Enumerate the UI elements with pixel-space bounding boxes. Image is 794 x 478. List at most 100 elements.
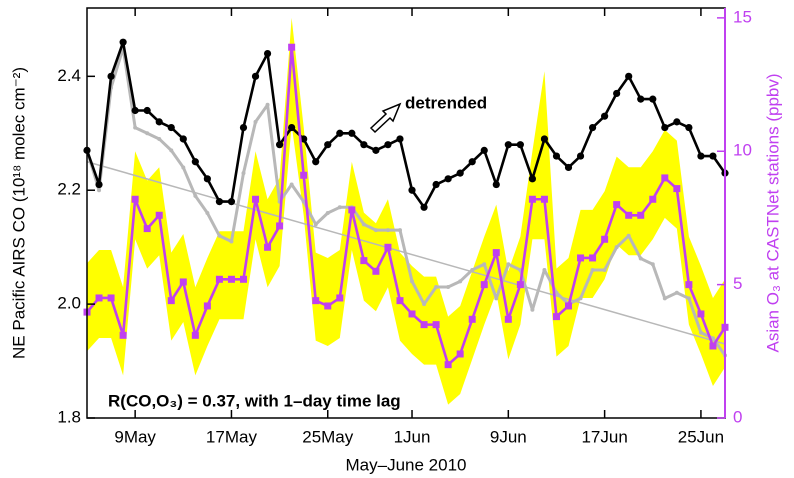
marker [506,262,511,267]
marker [97,188,102,193]
marker [131,195,139,203]
marker [709,152,717,160]
marker [577,254,585,262]
marker [215,198,224,206]
y-tick-label: 2.4 [57,66,81,85]
marker [626,233,631,238]
marker [492,180,500,189]
y2-axis-label: Asian O₃ at CASTNet stations (ppbv) [763,73,782,352]
marker [601,112,609,120]
marker [324,302,332,310]
marker [143,106,151,115]
marker [540,135,549,143]
marker [685,123,693,132]
marker [288,43,296,51]
marker [227,275,235,283]
series-line [85,46,727,357]
marker [638,256,643,261]
marker [588,123,597,132]
marker [312,158,320,166]
marker [181,165,186,170]
x-tick-label: 1Jun [394,427,431,446]
marker [360,257,368,265]
marker [119,331,127,339]
marker [697,152,705,160]
marker [107,72,115,80]
marker [649,95,657,103]
marker [698,330,703,335]
marker [191,158,199,166]
marker [504,315,512,323]
marker [614,245,619,250]
marker [157,136,162,141]
marker [252,195,260,203]
marker [119,38,127,46]
marker [434,285,439,290]
marker [384,141,392,149]
marker [264,243,272,251]
marker [169,148,174,153]
marker [480,281,488,289]
marker [456,350,464,358]
marker [95,294,103,302]
marker [239,275,247,283]
marker [410,279,415,284]
y2-tick-label: 10 [733,141,752,160]
marker [422,302,427,307]
marker [662,296,667,301]
marker [456,169,464,177]
marker [301,199,306,204]
marker [167,123,175,132]
x-tick-label: 25May [302,427,354,446]
marker [348,129,356,137]
marker [385,228,390,233]
marker [552,313,560,321]
marker [276,222,284,230]
marker [373,228,378,233]
marker [276,141,284,149]
marker [685,281,693,289]
y-tick-label: 2.0 [57,294,81,313]
marker [673,118,681,126]
marker [372,146,380,154]
marker [348,206,356,214]
marker [470,267,475,272]
marker [155,118,163,126]
marker [458,279,463,284]
marker [709,342,717,350]
marker [613,201,621,209]
marker [576,152,585,160]
marker [710,336,715,341]
x-tick-label: 9Jun [490,427,527,446]
marker [602,267,607,272]
marker [432,321,440,329]
marker [552,152,561,160]
marker [601,235,609,243]
marker [145,131,150,136]
marker [229,239,234,244]
marker [516,141,524,149]
marker [492,249,500,257]
marker [578,296,583,301]
marker [528,195,536,203]
marker [131,106,139,115]
marker [288,123,296,132]
annotation: detrended [405,93,487,112]
marker [337,205,342,210]
marker [504,141,512,149]
y-tick-label: 1.8 [57,407,81,426]
x-tick-label: 25Jun [678,427,724,446]
marker [468,315,476,323]
marker [143,225,151,233]
marker [300,135,308,143]
marker [661,123,669,132]
y-axis-label: NE Pacific AIRS CO (10¹⁸ molec cm⁻²) [9,67,28,359]
marker [241,171,246,176]
y2-tick-label: 5 [733,274,742,293]
marker [494,296,499,301]
marker [480,146,488,154]
marker [263,49,272,58]
marker [227,198,236,206]
